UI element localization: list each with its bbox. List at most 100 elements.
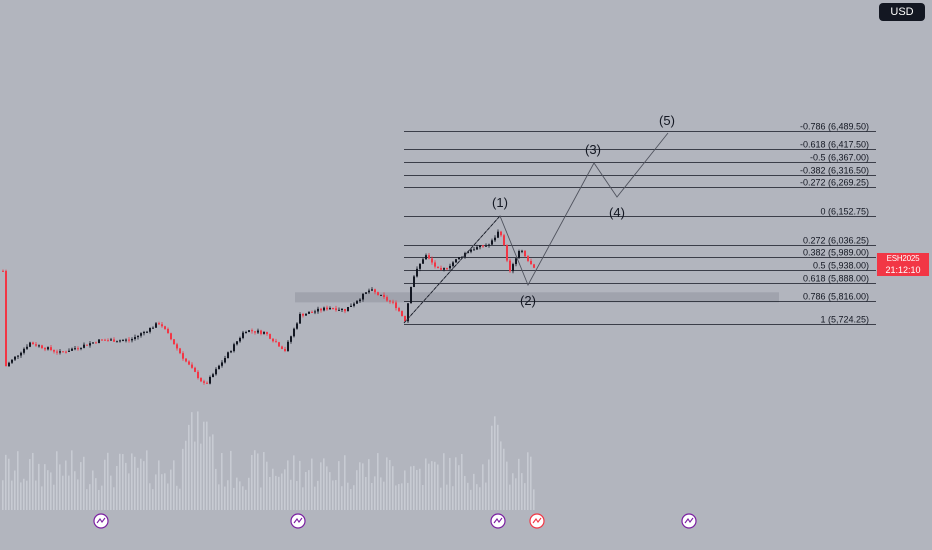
event-dividend-icon[interactable] — [490, 513, 506, 529]
candle-body — [341, 308, 343, 310]
candle-body — [134, 337, 136, 340]
candle-body — [509, 260, 511, 272]
volume-bar — [143, 461, 145, 510]
volume-bar — [380, 477, 382, 510]
volume-bar — [521, 473, 523, 510]
volume-bar — [74, 471, 76, 510]
candle-body — [380, 294, 382, 296]
candle-body — [269, 334, 271, 339]
candle-body — [350, 305, 352, 307]
currency-button[interactable]: USD — [879, 3, 925, 21]
volume-bar — [515, 478, 517, 510]
volume-bar — [254, 450, 256, 510]
volume-bar — [170, 469, 172, 510]
candle-body — [419, 263, 421, 269]
volume-bar — [191, 412, 193, 510]
candle-body — [182, 353, 184, 359]
volume-bar — [29, 459, 31, 510]
candle-body — [59, 351, 61, 353]
candle-body — [248, 330, 250, 333]
candle-body — [530, 260, 532, 265]
volume-bar — [338, 461, 340, 510]
volume-bar — [527, 452, 529, 510]
event-dividend-icon[interactable] — [290, 513, 306, 529]
volume-bar — [35, 480, 37, 510]
volume-bar — [473, 473, 475, 510]
candle-body — [260, 330, 262, 334]
volume-bar — [26, 480, 28, 510]
fib-label: -0.786 (6,489.50) — [800, 122, 869, 132]
candle-body — [83, 344, 85, 348]
candle-body — [425, 255, 427, 260]
volume-bar — [365, 476, 367, 510]
volume-bar — [272, 468, 274, 510]
volume-bar — [134, 456, 136, 510]
volume-bar — [434, 461, 436, 510]
volume-bar — [314, 486, 316, 510]
event-flash-icon[interactable] — [529, 513, 545, 529]
volume-bar — [224, 486, 226, 510]
volume-bar — [233, 487, 235, 510]
volume-bar — [362, 463, 364, 510]
volume-bar — [47, 470, 49, 510]
candle-body — [467, 251, 469, 254]
candle-body — [395, 302, 397, 309]
candle-body — [470, 249, 472, 252]
volume-bar — [311, 458, 313, 510]
candle-body — [164, 326, 166, 329]
candle-body — [344, 308, 346, 312]
volume-bar — [317, 480, 319, 510]
candle-body — [455, 259, 457, 263]
event-dividend-icon[interactable] — [681, 513, 697, 529]
volume-bar — [80, 462, 82, 510]
volume-bar — [77, 479, 79, 510]
candle-body — [329, 307, 331, 310]
candle-body — [71, 348, 73, 351]
candle-body — [191, 364, 193, 368]
volume-bar — [518, 458, 520, 510]
volume-bar — [245, 489, 247, 510]
volume-bar — [11, 480, 13, 510]
volume-bar — [476, 484, 478, 510]
candle-body — [461, 256, 463, 258]
volume-bar — [494, 416, 496, 510]
volume-bar — [395, 485, 397, 510]
candle-body — [338, 309, 340, 311]
fib-extension: -0.786 (6,489.50) -0.618 (6,417.50) -0.5 (… — [404, 122, 876, 325]
volume-bar — [341, 486, 343, 510]
candle-body — [479, 245, 481, 248]
candle-body — [143, 331, 145, 334]
candle-body — [170, 333, 172, 340]
fib-label: -0.272 (6,269.25) — [800, 178, 869, 188]
candle-body — [113, 339, 115, 342]
volume-bar — [431, 461, 433, 510]
candle-body — [239, 337, 241, 342]
volume-bar — [167, 483, 169, 510]
candle-body — [302, 314, 304, 316]
volume-bar — [356, 470, 358, 510]
candle-body — [116, 341, 118, 343]
candle-body — [176, 344, 178, 349]
volume-bar — [461, 453, 463, 510]
volume-bar — [32, 452, 34, 510]
candle-body — [149, 327, 151, 332]
volume-bar — [212, 434, 214, 510]
candle-body — [353, 303, 355, 306]
volume-bar — [158, 460, 160, 510]
volume-bar — [437, 464, 439, 510]
candle-body — [524, 250, 526, 257]
candle-body — [131, 339, 133, 341]
event-markers — [93, 513, 697, 529]
candle-body — [155, 323, 157, 328]
candle-body — [293, 328, 295, 337]
candle-body — [314, 311, 316, 313]
candle-body — [347, 306, 349, 312]
candle-body — [119, 340, 121, 342]
event-dividend-icon[interactable] — [93, 513, 109, 529]
candle-body — [11, 359, 13, 363]
candle-body — [107, 340, 109, 342]
volume-bar — [413, 465, 415, 510]
candle-body — [284, 348, 286, 351]
